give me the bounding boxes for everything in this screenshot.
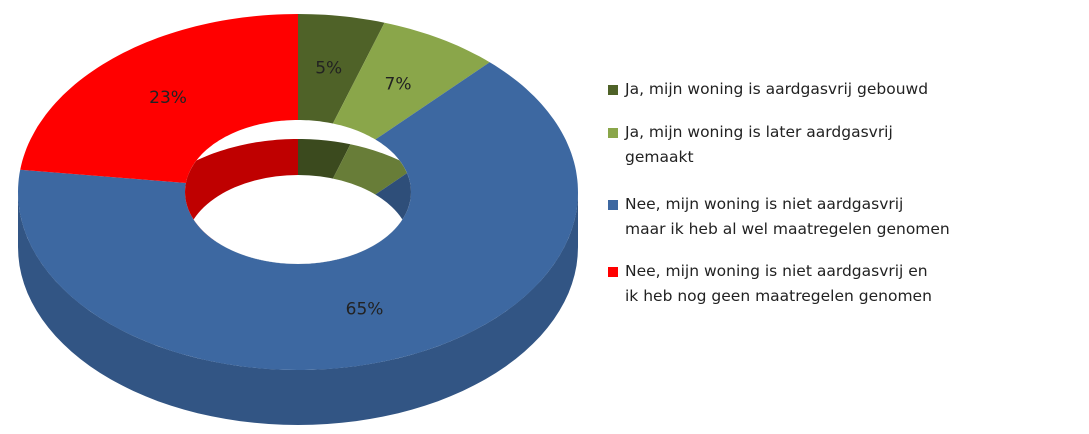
legend-item: Nee, mijn woning is niet aardgasvrij maa… [608, 192, 950, 242]
slice [18, 62, 578, 370]
data-label: 5% [315, 59, 342, 79]
legend-swatch [608, 200, 618, 210]
slice-side [18, 192, 578, 425]
legend-item: Nee, mijn woning is niet aardgasvrij en … [608, 259, 932, 309]
slice [20, 14, 298, 183]
slice [298, 14, 385, 124]
legend-label: Nee, mijn woning is niet aardgasvrij maa… [625, 195, 950, 238]
slice [332, 22, 490, 140]
hole-bottom [185, 175, 411, 264]
legend-item: Ja, mijn woning is aardgasvrij gebouwd [608, 77, 928, 102]
legend-label: Ja, mijn woning is aardgasvrij gebouwd [625, 80, 929, 98]
legend-label: Nee, mijn woning is niet aardgasvrij en … [625, 262, 932, 305]
data-label: 65% [346, 300, 384, 320]
legend-swatch [608, 128, 618, 138]
legend-label: Ja, mijn woning is later aardgasvrij gem… [625, 123, 893, 166]
legend-swatch [608, 85, 618, 95]
data-label: 7% [385, 74, 412, 94]
data-label: 23% [149, 88, 187, 108]
legend-swatch [608, 267, 618, 277]
hole [185, 139, 411, 264]
legend-item: Ja, mijn woning is later aardgasvrij gem… [608, 120, 893, 170]
